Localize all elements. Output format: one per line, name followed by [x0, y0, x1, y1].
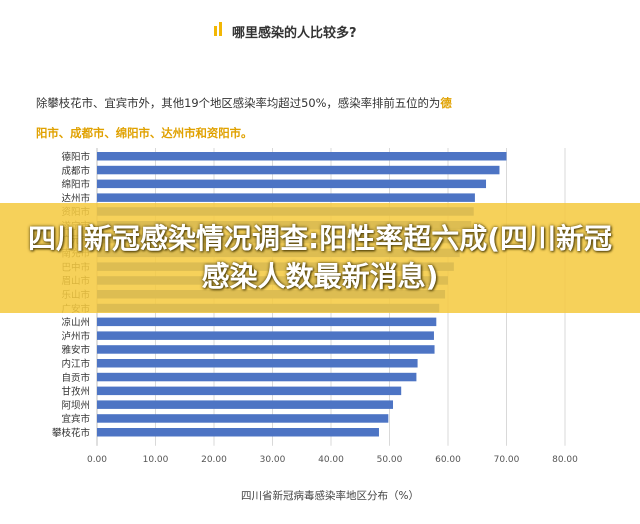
- x-axis-title: 四川省新冠病毒感染率地区分布（%）: [241, 489, 419, 502]
- category-label: 凉山州: [61, 317, 90, 329]
- bar: [97, 414, 389, 423]
- category-label: 达州市: [61, 192, 90, 204]
- category-label: 雅安市: [61, 344, 90, 356]
- category-label: 甘孜州: [61, 386, 90, 398]
- bar: [97, 359, 418, 368]
- category-label: 自贡市: [61, 372, 90, 384]
- intro-highlight: 阳市、成都市、绵阳市、达州市和资阳市。: [36, 126, 253, 140]
- x-tick-label: 80.00: [552, 455, 578, 465]
- category-label: 内江市: [61, 358, 90, 370]
- category-label: 宜宾市: [61, 413, 90, 425]
- category-label: 绵阳市: [61, 179, 90, 191]
- bar: [97, 193, 475, 202]
- category-label: 德阳市: [61, 151, 90, 163]
- bar: [97, 165, 500, 175]
- category-label: 攀枝花市: [52, 427, 91, 439]
- bar-chart: 0.00 10.00 20.00 30.00 40.00 50.00 60.00 70.00 8…: [52, 148, 578, 502]
- x-tick-label: 50.00: [377, 455, 403, 465]
- intro-highlight: 德: [440, 96, 452, 110]
- headline-banner: 四川新冠感染情况调查:阳性率超六成(四川新冠感染人数最新消息): [0, 203, 640, 313]
- intro-paragraph: 除攀枝花市、宜宾市外，其他19个地区感染率均超过50%，感染率排前五位的为德 阳…: [36, 88, 596, 148]
- category-label: 成都市: [61, 165, 90, 177]
- x-tick-label: 30.00: [260, 455, 286, 465]
- bar: [97, 386, 402, 396]
- bar: [97, 317, 437, 327]
- bar: [97, 400, 394, 409]
- headline-text: 四川新冠感染情况调查:阳性率超六成(四川新冠感染人数最新消息): [28, 222, 612, 293]
- x-tick-label: 10.00: [143, 455, 169, 465]
- x-tick-label: 40.00: [318, 455, 344, 465]
- x-tick-label: 0.00: [87, 455, 107, 465]
- x-tick-label: 70.00: [494, 455, 520, 465]
- section-heading: 哪里感染的人比较多?: [232, 26, 357, 41]
- heading-accent-bar: [219, 22, 222, 36]
- bar: [97, 152, 507, 161]
- x-tick-label: 20.00: [201, 455, 227, 465]
- bar: [97, 345, 435, 354]
- category-label: 泸州市: [61, 330, 90, 342]
- bar: [97, 179, 487, 189]
- bar: [97, 372, 417, 382]
- category-label: 阿坝州: [61, 400, 90, 411]
- bar: [97, 428, 379, 437]
- x-tick-label: 60.00: [435, 455, 461, 465]
- heading-accent-bar: [214, 26, 217, 36]
- intro-text: 除攀枝花市、宜宾市外，其他19个地区感染率均超过50%，感染率排前五位的为: [36, 96, 441, 110]
- bar: [97, 331, 434, 340]
